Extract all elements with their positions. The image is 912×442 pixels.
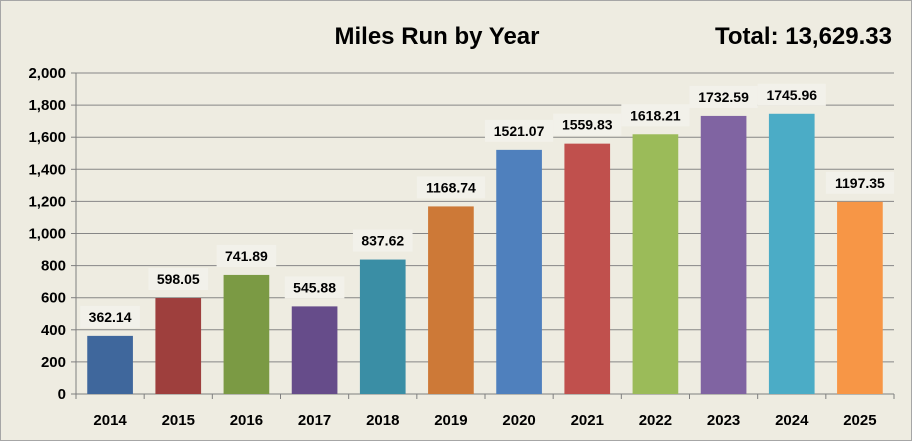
- data-label-box: [757, 83, 826, 106]
- y-tick-label: 0: [58, 386, 66, 403]
- data-label-box: [148, 268, 209, 291]
- bar-2016: [223, 274, 270, 394]
- data-label-box: [825, 171, 895, 194]
- bar-2021: [564, 143, 611, 394]
- x-tick-label: 2021: [571, 412, 604, 429]
- data-label: 1521.07: [494, 123, 545, 139]
- y-tick-label: 1,000: [28, 226, 66, 243]
- data-label-box: [621, 104, 690, 127]
- x-tick-label: 2014: [93, 412, 127, 429]
- bar-2018: [359, 259, 406, 394]
- data-label: 1168.74: [426, 179, 476, 195]
- data-label: 1618.21: [630, 107, 681, 123]
- axes: [75, 73, 895, 399]
- data-label: 837.62: [361, 233, 404, 249]
- y-tick-label: 800: [41, 258, 66, 275]
- x-tick-label: 2022: [639, 412, 672, 429]
- bar-2015: [155, 298, 202, 394]
- data-label: 741.89: [225, 248, 268, 264]
- data-label-box: [553, 113, 622, 136]
- y-tick-label: 1,800: [28, 97, 66, 114]
- data-label-box: [80, 305, 140, 328]
- x-tick-label: 2023: [707, 412, 740, 429]
- data-label: 1732.59: [698, 89, 749, 105]
- bar-2022: [632, 134, 679, 395]
- total-label: Total: 13,629.33: [715, 23, 892, 50]
- data-label: 362.14: [89, 309, 132, 325]
- chart-title: Miles Run by Year: [335, 23, 540, 50]
- gridlines: [71, 72, 894, 395]
- y-tick-label: 400: [41, 322, 66, 339]
- x-tick-label: 2017: [298, 412, 331, 429]
- data-label: 1559.83: [562, 117, 613, 133]
- x-tick-labels: 2014 2015 2016 2017 2018 2019 2020 2021 2022 2023…: [93, 412, 876, 429]
- x-tick-label: 2025: [843, 412, 876, 429]
- y-tick-label: 2,000: [28, 65, 66, 82]
- bars: [87, 113, 883, 395]
- bar-2023: [700, 115, 747, 394]
- bar-2019: [428, 206, 474, 394]
- data-label-box: [284, 276, 345, 299]
- bar-2017: [291, 306, 338, 394]
- x-tick-label: 2016: [230, 412, 263, 429]
- data-label: 1197.35: [835, 175, 885, 191]
- bar-2025: [837, 201, 883, 394]
- bar-2014: [87, 335, 133, 394]
- data-label: 598.05: [157, 271, 200, 287]
- y-tick-labels: 0 200 400 600 800 1,000 1,200 1,400 1,600 1,800 2,…: [28, 65, 66, 403]
- data-label: 1745.96: [766, 87, 817, 103]
- x-tick-label: 2018: [366, 412, 399, 429]
- data-label-box: [416, 176, 486, 199]
- x-tick-label: 2015: [162, 412, 195, 429]
- y-tick-label: 200: [41, 354, 66, 371]
- y-tick-label: 1,600: [28, 129, 66, 146]
- y-tick-label: 1,400: [28, 161, 66, 178]
- data-label-box: [216, 244, 277, 267]
- data-label-box: [689, 85, 758, 108]
- data-label-box: [484, 119, 554, 142]
- data-label-box: [352, 229, 413, 252]
- y-tick-label: 600: [41, 290, 66, 307]
- bar-2020: [496, 149, 542, 394]
- bar-2024: [768, 113, 815, 394]
- x-tick-label: 2024: [775, 412, 809, 429]
- y-tick-label: 1,200: [28, 193, 66, 210]
- data-labels: 362.14 598.05 741.89 545.88 837.62 1168.74 152…: [80, 83, 895, 328]
- x-tick-label: 2019: [434, 412, 467, 429]
- data-label: 545.88: [293, 279, 336, 295]
- x-tick-label: 2020: [502, 412, 535, 429]
